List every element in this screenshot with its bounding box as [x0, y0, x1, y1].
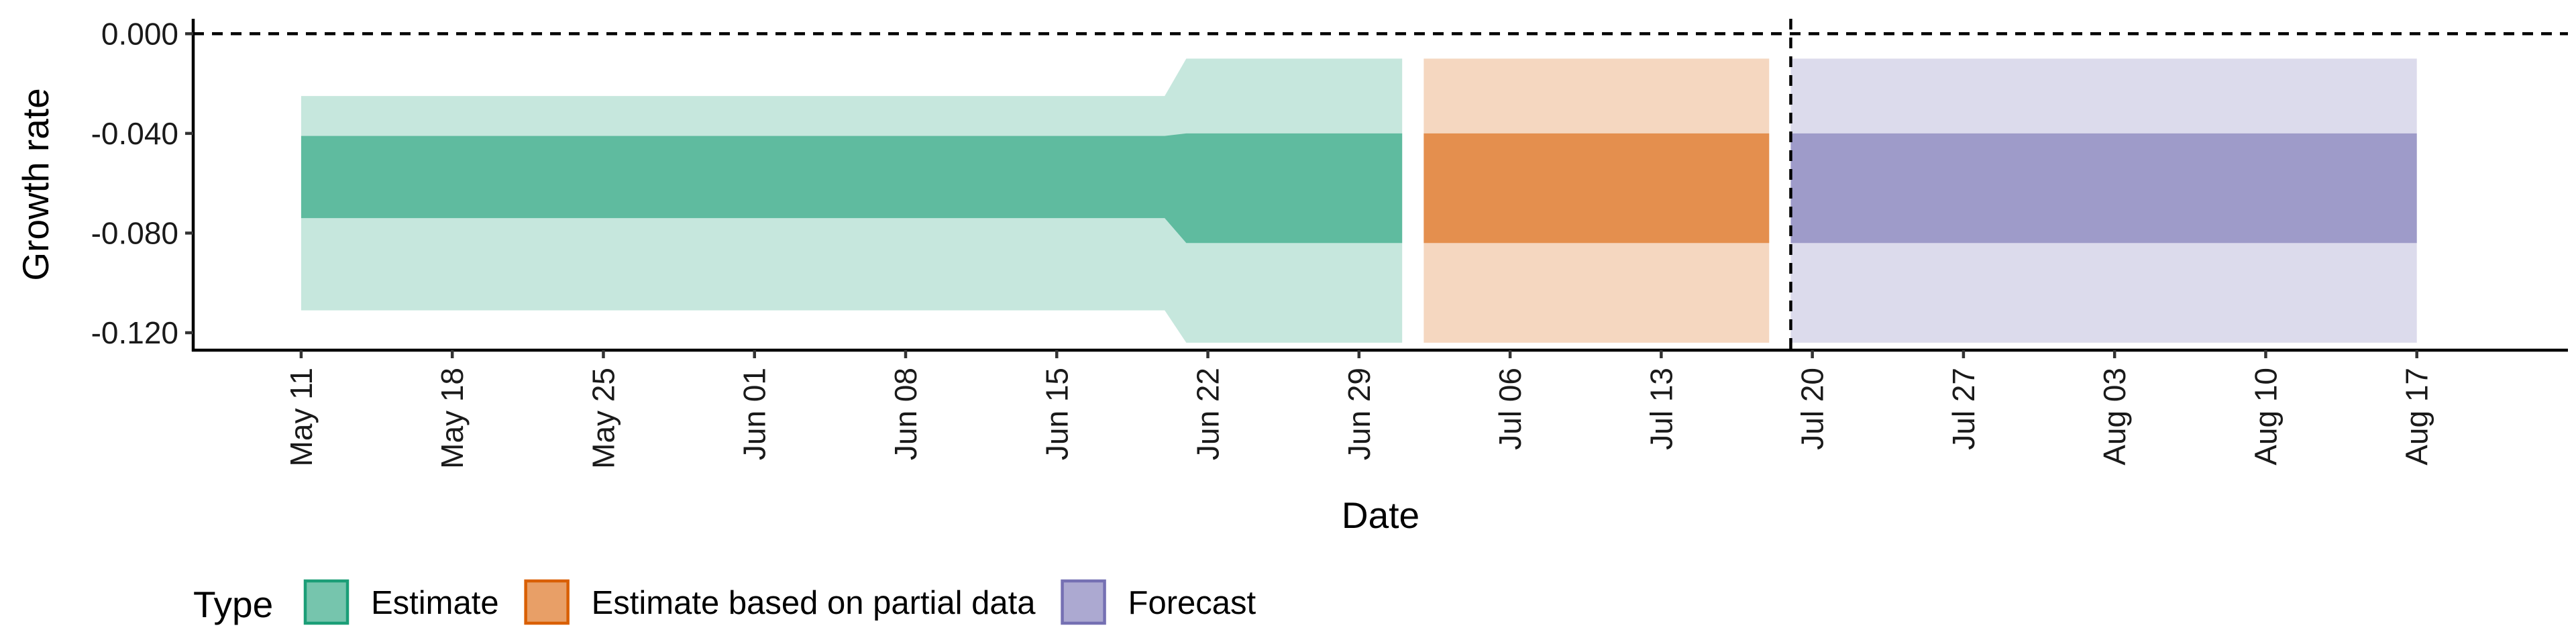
x-tick-label: Jul 13 — [1644, 368, 1678, 450]
legend-swatch-1 — [524, 579, 570, 625]
x-tick-label: Jun 22 — [1191, 368, 1226, 460]
x-axis-ticks: May 11 May 18 May 25 Jun 01 Jun 08 Jun 15 Jun … — [284, 350, 2434, 469]
legend-label: Estimate — [371, 585, 499, 621]
x-tick-label: Aug 03 — [2097, 368, 2132, 466]
legend-items: Estimate Estimate based on partial data Fo… — [303, 579, 1256, 625]
x-tick-label: Jun 15 — [1039, 368, 1074, 460]
x-tick-label: Jul 06 — [1493, 368, 1527, 450]
x-tick-label: Jun 01 — [737, 368, 772, 460]
y-axis-title: Growth rate — [15, 88, 56, 280]
band-50-series-0 — [301, 133, 1403, 244]
x-tick-label: Jun 29 — [1342, 368, 1377, 460]
y-tick-label: -0.120 — [91, 315, 178, 350]
y-tick-label: -0.040 — [91, 116, 178, 151]
x-tick-label: May 25 — [586, 368, 621, 469]
band-layer — [301, 58, 2417, 343]
x-tick-label: Jul 20 — [1795, 368, 1830, 450]
axes-layer — [191, 19, 2568, 352]
legend-swatch-2 — [1061, 579, 1106, 625]
x-axis-title: Date — [1342, 494, 1419, 536]
x-tick-label: May 18 — [435, 368, 470, 469]
y-axis-ticks: 0.000 -0.040 -0.080 -0.120 — [91, 16, 193, 350]
legend-swatch-0 — [303, 579, 350, 625]
legend-title: Type — [193, 584, 273, 625]
x-tick-label: Aug 10 — [2248, 368, 2283, 466]
legend-label: Forecast — [1128, 585, 1256, 621]
y-tick-label: -0.080 — [91, 215, 178, 250]
x-tick-label: Jul 27 — [1946, 368, 1981, 450]
legend: Type Estimate Estimate based on partial d… — [193, 579, 1256, 625]
x-tick-label: Jun 08 — [888, 368, 923, 460]
legend-label: Estimate based on partial data — [592, 585, 1036, 621]
x-tick-label: May 11 — [284, 368, 319, 466]
band-50-series-1 — [1424, 133, 1770, 244]
band-50-series-2 — [1790, 133, 2417, 244]
x-tick-label: Aug 17 — [2400, 368, 2434, 466]
y-tick-label: 0.000 — [101, 16, 178, 51]
